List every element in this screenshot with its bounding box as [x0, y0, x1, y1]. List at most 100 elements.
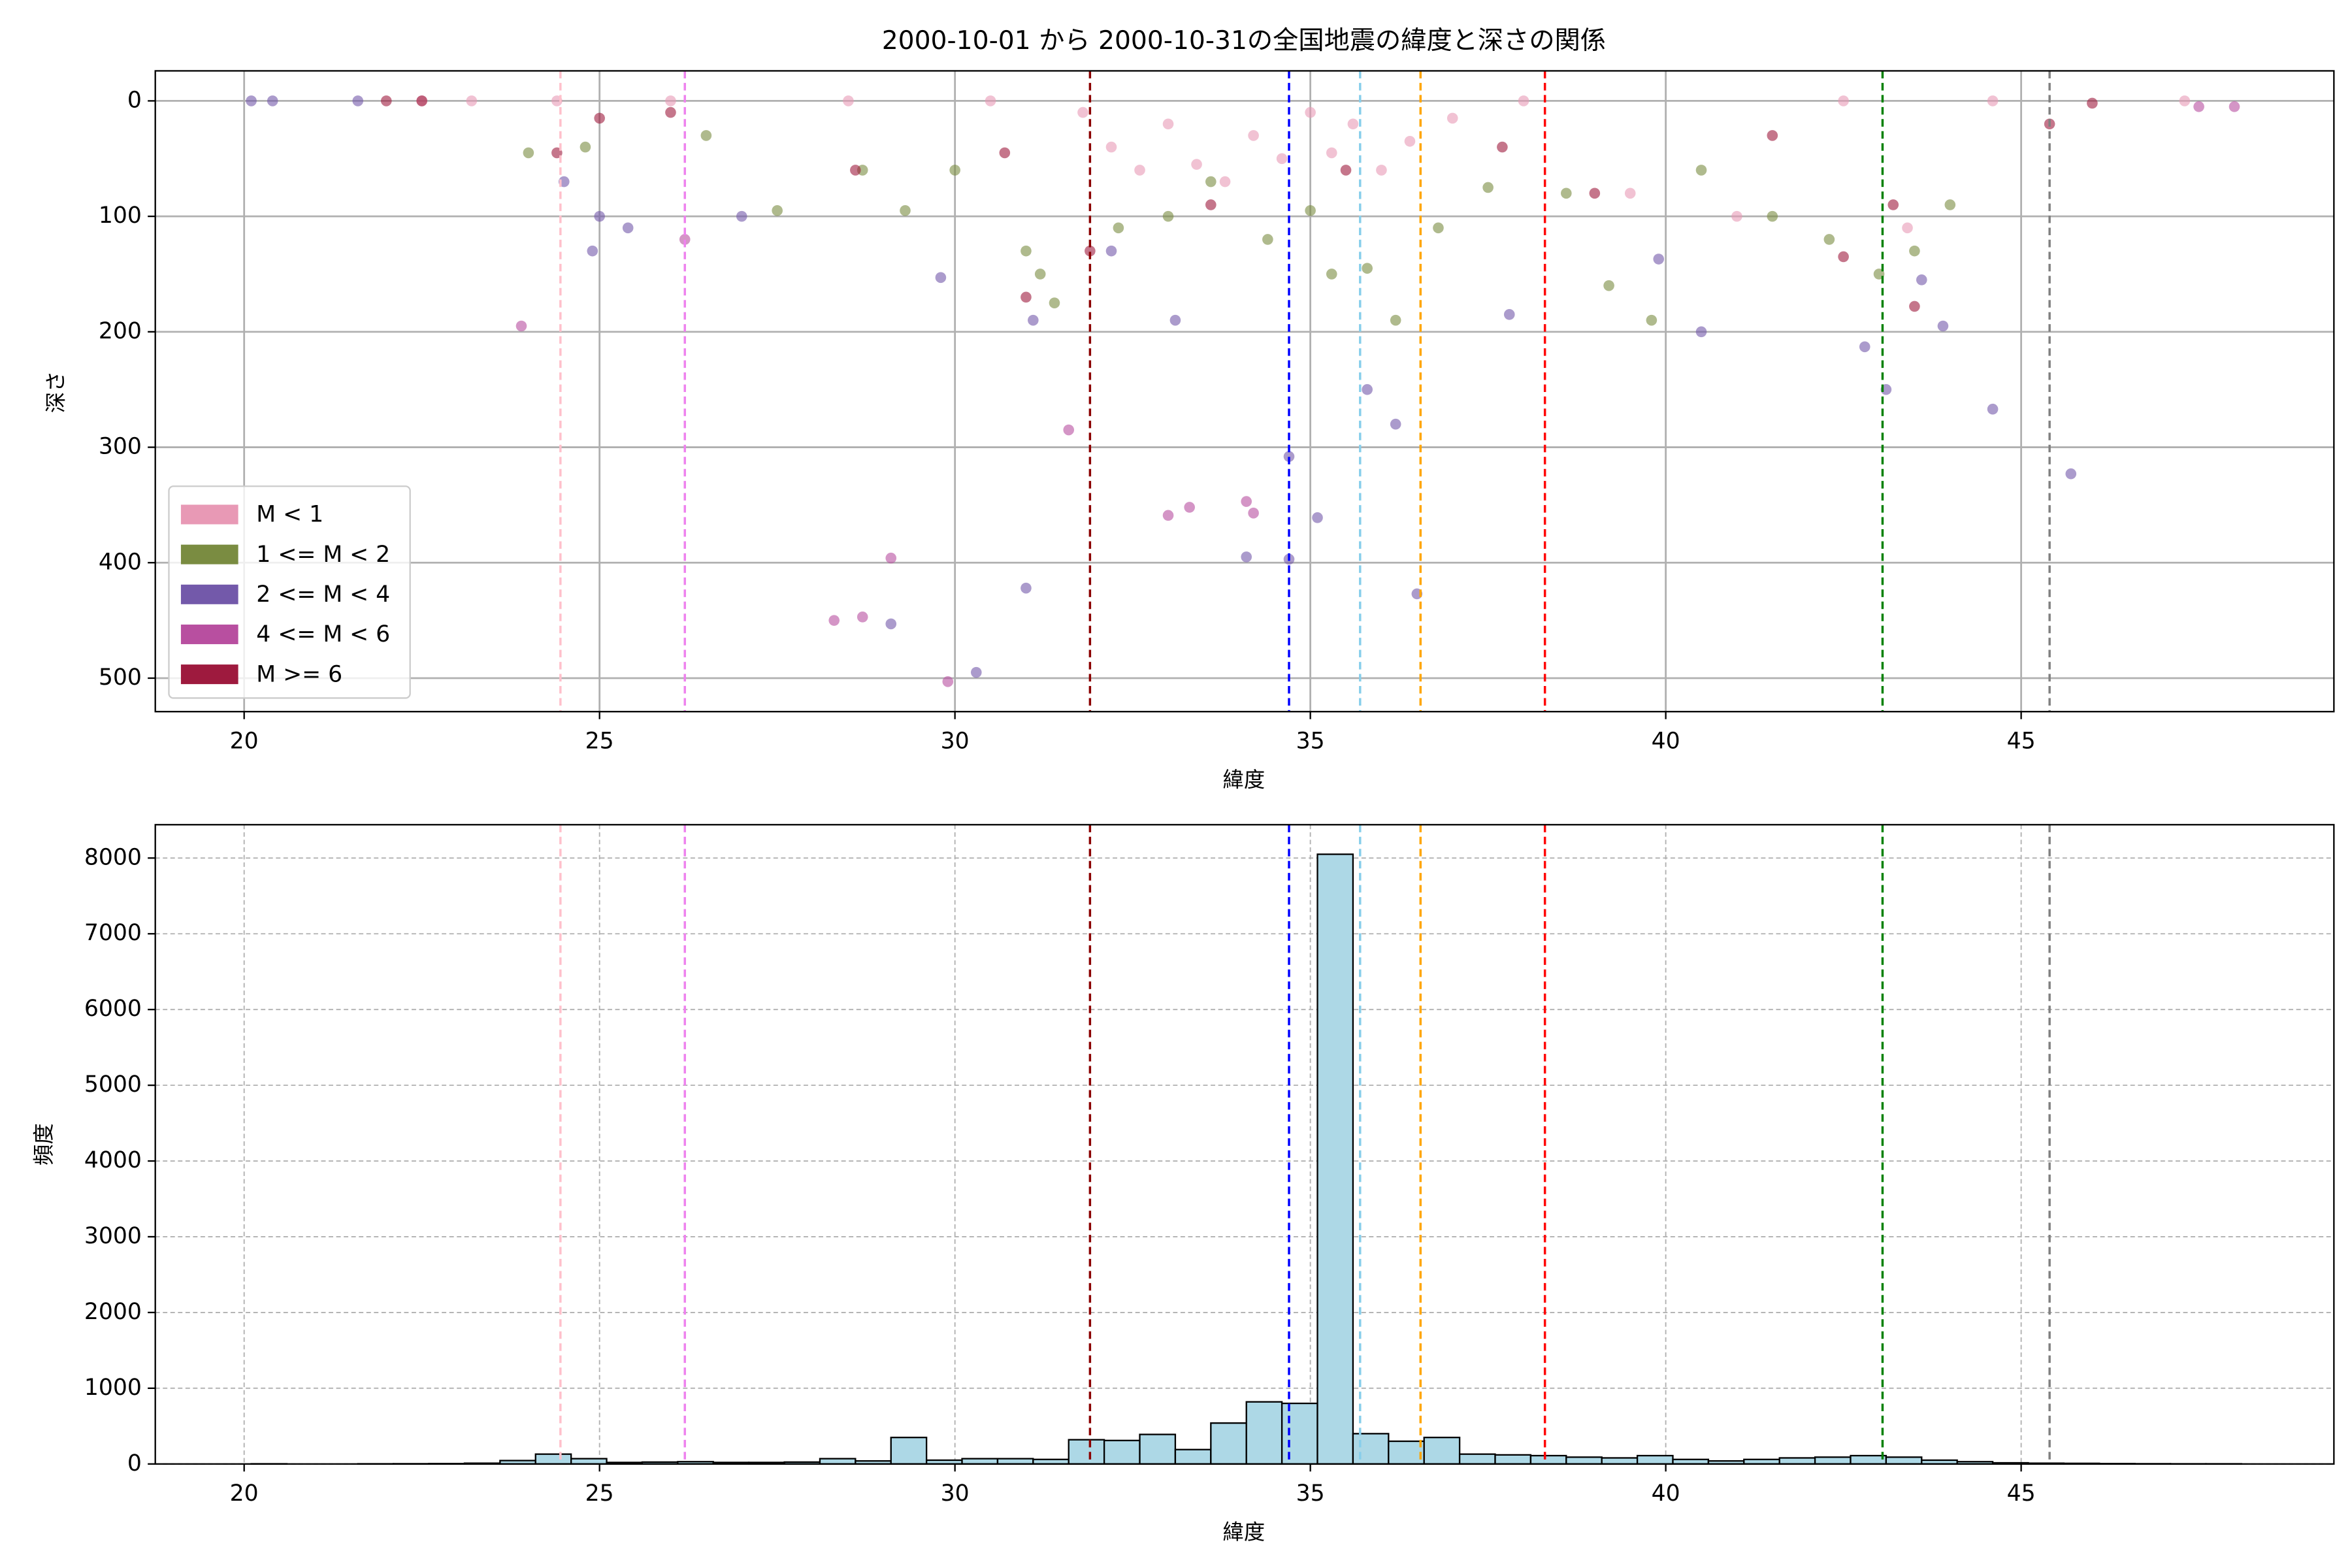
legend-swatch — [180, 664, 238, 685]
scatter-point — [1162, 510, 1174, 521]
legend-swatch — [180, 504, 238, 525]
scatter-point — [1887, 199, 1899, 210]
scatter-point — [772, 204, 783, 216]
y-axis-label: 頻度 — [31, 1123, 56, 1166]
histogram-bar — [1103, 1439, 1141, 1465]
histogram-bar — [1778, 1457, 1816, 1465]
scatter-point — [1326, 269, 1337, 280]
y-tick-label: 6000 — [84, 996, 142, 1022]
y-tick-label: 1000 — [84, 1375, 142, 1401]
histogram-bar — [570, 1458, 608, 1465]
scatter-point — [416, 95, 427, 106]
scatter-point — [1191, 159, 1202, 170]
x-tick-label: 40 — [1652, 728, 1680, 754]
scatter-point — [1446, 112, 1458, 124]
y-tick-label: 300 — [99, 434, 142, 460]
histogram-bar — [1529, 1454, 1567, 1465]
scatter-point — [1362, 263, 1373, 274]
histogram-bar — [1388, 1440, 1425, 1465]
scatter-point — [1987, 95, 1999, 106]
scatter-point — [1312, 512, 1323, 523]
histogram-bar — [996, 1458, 1034, 1465]
scatter-point — [828, 615, 840, 626]
y-tick-label: 200 — [99, 318, 142, 344]
histogram-bar — [1565, 1456, 1603, 1465]
scatter-point — [1262, 234, 1273, 245]
scatter-point — [1987, 403, 1999, 415]
legend-label: M < 1 — [256, 502, 323, 528]
scatter-point — [1390, 314, 1401, 326]
scatter-point — [1838, 251, 1849, 263]
y-tick-label: 0 — [127, 87, 142, 113]
scatter-point — [466, 95, 478, 106]
legend-label: M >= 6 — [256, 661, 342, 687]
x-tick-label: 25 — [585, 728, 614, 754]
histogram-bar — [534, 1453, 572, 1465]
y-tick-label: 7000 — [84, 920, 142, 946]
histogram-bar — [1850, 1454, 1887, 1465]
scatter-point — [1482, 182, 1494, 193]
scatter-point — [1276, 153, 1288, 165]
scatter-point — [970, 666, 982, 678]
scatter-point — [1021, 291, 1032, 303]
scatter-point — [843, 95, 854, 106]
scatter-point — [1028, 314, 1039, 326]
histogram-bar — [1281, 1402, 1318, 1465]
scatter-point — [380, 95, 392, 106]
y-tick-label: 2000 — [84, 1299, 142, 1325]
x-tick-label: 25 — [585, 1480, 614, 1507]
scatter-point — [1624, 188, 1636, 199]
scatter-point — [1113, 222, 1124, 234]
scatter-point — [1034, 269, 1046, 280]
scatter-point — [1283, 451, 1295, 462]
scatter-point — [900, 204, 911, 216]
scatter-point — [622, 222, 634, 234]
plot-frame — [154, 70, 2335, 713]
scatter-point — [1902, 222, 1913, 234]
scatter-point — [1063, 424, 1075, 436]
scatter-point — [1944, 199, 1956, 210]
scatter-point — [1162, 210, 1174, 222]
scatter-point — [1219, 176, 1231, 188]
legend-swatch — [180, 624, 238, 644]
histogram-bar — [1210, 1422, 1247, 1465]
histogram-bar — [1458, 1453, 1496, 1465]
histogram-bar — [1423, 1437, 1461, 1465]
legend-label: 1 <= M < 2 — [256, 542, 390, 568]
x-tick-label: 20 — [230, 1480, 259, 1507]
scatter-point — [1340, 165, 1352, 176]
scatter-point — [352, 95, 364, 106]
legend-label: 4 <= M < 6 — [256, 621, 390, 647]
scatter-point — [515, 320, 527, 332]
scatter-point — [1077, 106, 1088, 118]
scatter-point — [1347, 118, 1359, 130]
scatter-point — [1937, 320, 1949, 332]
y-axis-label: 深さ — [44, 371, 69, 414]
scatter-point — [1909, 245, 1920, 257]
histogram-bar — [1174, 1448, 1212, 1465]
scatter-point — [1248, 130, 1259, 141]
legend-box — [168, 485, 411, 699]
scatter-point — [985, 95, 996, 106]
x-axis-label: 緯度 — [1223, 1520, 1266, 1544]
scatter-point — [1404, 135, 1416, 147]
scatter-point — [1767, 210, 1778, 222]
scatter-point — [1134, 165, 1145, 176]
scatter-point — [594, 112, 605, 124]
scatter-point — [1169, 314, 1181, 326]
scatter-point — [1326, 147, 1337, 159]
scatter-point — [1205, 199, 1217, 210]
scatter-point — [665, 95, 676, 106]
scatter-point — [2229, 101, 2240, 112]
scatter-point — [736, 210, 747, 222]
scatter-point — [1105, 245, 1117, 257]
scatter-point — [1248, 507, 1259, 519]
scatter-point — [885, 552, 897, 564]
scatter-point — [1695, 326, 1707, 338]
scatter-point — [700, 130, 712, 141]
y-tick-label: 0 — [127, 1450, 142, 1477]
scatter-point — [1497, 141, 1508, 153]
histogram-bar — [1068, 1439, 1105, 1465]
scatter-point — [1362, 384, 1373, 395]
